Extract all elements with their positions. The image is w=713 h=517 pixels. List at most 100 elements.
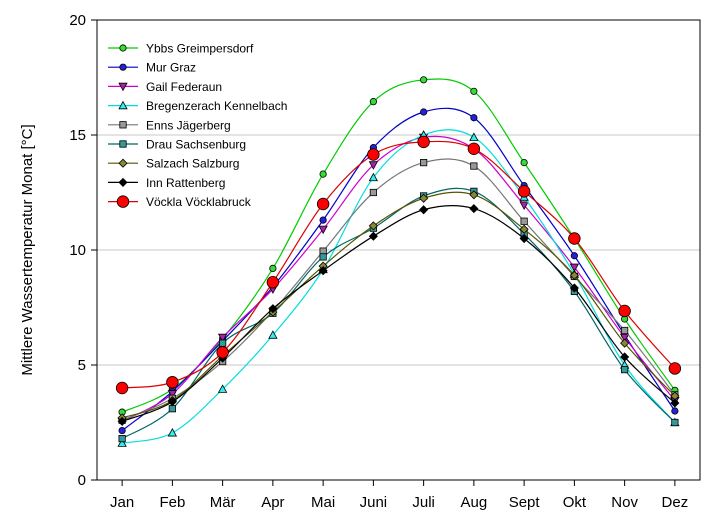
data-point [117, 438, 127, 447]
legend-marker [119, 63, 127, 71]
legend-item: Ybbs Greimpersdorf [108, 42, 254, 56]
data-point [269, 264, 277, 272]
series-3 [117, 133, 680, 427]
legend-marker [118, 100, 128, 110]
legend-item: Drau Sachsenburg [108, 138, 246, 152]
series-line [121, 187, 676, 440]
data-point [115, 381, 129, 395]
legend-label: Bregenzerach Kennelbach [146, 99, 287, 113]
data-point [467, 142, 481, 156]
y-axis-title: Mittlere Wassertemperatur Monat [°C] [19, 124, 36, 375]
data-point [417, 135, 430, 149]
legend-marker [118, 82, 128, 92]
x-tick-label: Juni [360, 494, 388, 511]
data-point [621, 326, 629, 335]
data-point [517, 185, 531, 198]
legend-marker [118, 177, 128, 187]
data-point [569, 270, 579, 280]
data-point [167, 428, 178, 437]
legend: Ybbs Greimpersdorf Mur Graz Gail Federaun B… [108, 42, 287, 209]
data-point [219, 339, 227, 347]
legend-label: Gail Federaun [146, 80, 222, 94]
data-point [118, 434, 126, 443]
x-tick-label: Okt [563, 494, 587, 511]
data-point [569, 263, 580, 273]
data-point [268, 304, 278, 314]
x-tick-label: Juli [412, 494, 435, 511]
legend-item: Bregenzerach Kennelbach [108, 99, 287, 113]
data-point [419, 193, 429, 203]
legend-label: Inn Rattenberg [146, 176, 225, 190]
data-point [369, 98, 377, 106]
data-point [419, 205, 429, 215]
legend-item: Mur Graz [108, 61, 196, 75]
data-point [166, 376, 179, 389]
legend-item: Inn Rattenberg [108, 176, 225, 190]
data-point [167, 397, 177, 407]
data-point [671, 407, 679, 415]
data-point [469, 132, 479, 141]
data-point [570, 252, 578, 260]
data-point [621, 365, 629, 374]
data-point [167, 390, 178, 399]
x-tick-label: Nov [611, 494, 638, 511]
legend-label: Mur Graz [146, 61, 196, 75]
y-tick-label: 15 [69, 127, 86, 144]
legend-label: Drau Sachsenburg [146, 138, 246, 152]
data-point [316, 197, 330, 211]
data-point [619, 333, 630, 343]
legend-marker [119, 44, 127, 52]
x-tick-label: Apr [261, 494, 284, 511]
axes: 0 5 10 15 20 Jan Feb Mär Apr Mai Juni Juli Aug Sept Ok… [69, 12, 701, 511]
y-tick-label: 20 [69, 12, 86, 29]
legend-label: Vöckla Vöcklabruck [146, 195, 252, 209]
data-point [519, 201, 529, 210]
data-point [519, 233, 529, 244]
x-tick-label: Dez [662, 494, 689, 511]
data-point [319, 253, 327, 261]
legend-label: Salzach Salzburg [146, 157, 239, 171]
data-point [519, 224, 529, 234]
legend-item: Salzach Salzburg [108, 157, 239, 171]
x-tick-label: Mär [210, 494, 236, 511]
legend-marker [118, 158, 128, 168]
data-point [618, 304, 631, 318]
plot-frame [96, 19, 701, 481]
grid [97, 134, 700, 366]
data-point [368, 172, 379, 182]
series-8 [117, 204, 680, 426]
data-point [268, 330, 278, 339]
data-point [420, 108, 428, 116]
data-point [216, 346, 229, 359]
data-point [568, 232, 581, 245]
data-point [620, 352, 630, 362]
x-tick-label: Sept [509, 494, 541, 511]
series-line [121, 205, 676, 422]
series-lines [115, 76, 682, 447]
data-point [420, 158, 428, 167]
data-point [620, 338, 630, 348]
data-point [470, 114, 478, 122]
data-point [670, 398, 680, 408]
data-point [470, 162, 478, 170]
series-7 [117, 190, 680, 423]
data-point [319, 216, 327, 224]
legend-marker [116, 195, 130, 208]
series-9 [115, 135, 682, 395]
legend-item: Vöckla Vöcklabruck [108, 195, 252, 209]
data-point [569, 283, 579, 293]
y-tick-label: 0 [78, 472, 86, 489]
data-point [469, 204, 479, 214]
data-point [118, 426, 126, 435]
legend-item: Gail Federaun [108, 80, 222, 94]
data-point [117, 416, 127, 426]
data-point [368, 231, 378, 241]
data-point [420, 76, 428, 84]
data-point [470, 87, 478, 95]
data-point [217, 333, 228, 343]
legend-item: Enns Jägerberg [108, 118, 231, 132]
data-point [168, 405, 176, 413]
x-tick-label: Feb [159, 494, 185, 511]
